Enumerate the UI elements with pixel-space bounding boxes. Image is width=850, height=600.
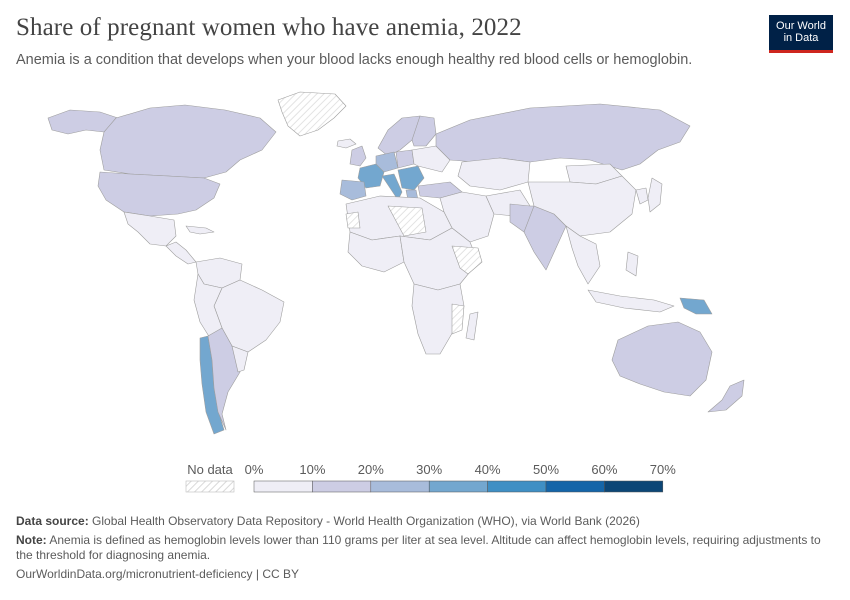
region-indonesia[interactable] [587,289,675,313]
country-poland[interactable] [395,149,415,169]
legend-no-data-label: No data [187,462,233,477]
region-southeast-asia[interactable] [565,225,601,285]
legend-tick-label: 40% [475,462,501,477]
country-italy[interactable] [381,173,403,201]
country-madagascar[interactable] [465,311,479,341]
chart-footer: Data source: Global Health Observatory D… [16,514,836,586]
region-central-america[interactable] [165,241,197,265]
country-australia[interactable] [611,321,713,397]
country-paraguay-uruguay[interactable] [231,345,249,373]
country-argentina[interactable] [207,327,241,431]
country-united-states[interactable] [97,171,221,217]
country-spain-portugal[interactable] [339,179,367,201]
country-japan[interactable] [647,177,663,213]
country-greenland[interactable] [277,91,347,137]
country-kazakhstan[interactable] [457,157,531,191]
country-uk-ireland[interactable] [349,145,367,167]
chart-title: Share of pregnant women who have anemia,… [16,14,522,41]
source-line: Data source: Global Health Observatory D… [16,514,836,529]
source-url-link[interactable]: OurWorldinData.org/micronutrient-deficie… [16,567,299,581]
legend-bin-1[interactable] [312,480,372,493]
legend-bin-0[interactable] [253,480,313,493]
region-caribbean[interactable] [185,225,215,235]
country-canada[interactable] [99,104,277,179]
region-west-africa[interactable] [347,231,405,273]
country-somalia-ethiopia[interactable] [451,245,483,275]
logo-line-2: in Data [783,32,819,44]
country-russia[interactable] [435,103,691,171]
legend-tick-label: 60% [591,462,617,477]
legend-bin-2[interactable] [370,480,430,493]
legend-tick-label: 10% [299,462,325,477]
country-western-sahara[interactable] [345,211,361,229]
legend-tick-label: 0% [245,462,264,477]
chart-subtitle: Anemia is a condition that develops when… [16,52,693,68]
legend-tick-label: 30% [416,462,442,477]
owid-logo[interactable]: Our World in Data [769,15,833,53]
legend-bin-5[interactable] [545,480,605,493]
country-new-zealand[interactable] [707,379,745,413]
url-line: OurWorldinData.org/micronutrient-deficie… [16,567,836,582]
region-southern-africa[interactable] [411,283,465,355]
legend-bin-6[interactable] [604,480,664,493]
country-iceland[interactable] [336,138,357,149]
country-china[interactable] [527,175,637,237]
legend-bin-4[interactable] [487,480,547,493]
source-label: Data source: [16,514,89,528]
country-mexico[interactable] [123,211,177,247]
country-pakistan[interactable] [509,203,535,233]
country-korea[interactable] [635,187,649,205]
country-libya-sudan[interactable] [387,205,427,237]
country-finland[interactable] [411,115,437,147]
legend-bin-3[interactable] [428,480,488,493]
country-mozambique[interactable] [451,303,465,335]
note-label: Note: [16,533,47,547]
legend-no-data-swatch [185,480,235,493]
note-text: Anemia is defined as hemoglobin levels l… [16,533,821,562]
logo-line-1: Our World [776,20,826,32]
map-legend: No data 0% 10% 20% 30% 40% 50% 60% 70% [185,462,676,493]
note-line: Note: Anemia is defined as hemoglobin le… [16,533,836,563]
legend-tick-label: 70% [650,462,676,477]
country-germany-benelux[interactable] [375,151,399,173]
country-philippines[interactable] [625,251,639,277]
legend-tick-label: 50% [533,462,559,477]
world-map [47,91,745,435]
source-text: Global Health Observatory Data Repositor… [92,514,640,528]
country-papua-new-guinea[interactable] [679,297,713,315]
country-balkans[interactable] [397,165,425,191]
legend-tick-label: 20% [358,462,384,477]
